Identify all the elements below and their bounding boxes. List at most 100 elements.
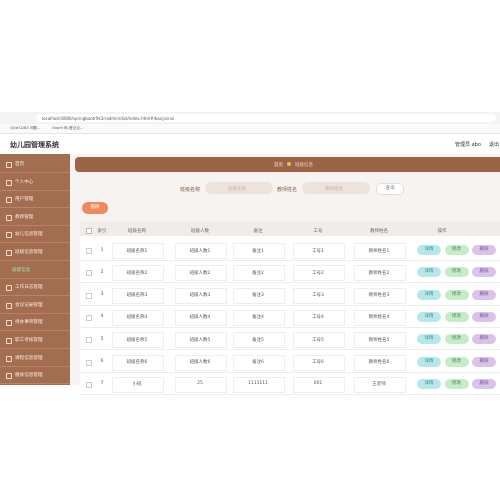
search-button[interactable]: 查询 (376, 183, 404, 195)
placeholder: 班级名称 (228, 186, 246, 192)
search-input[interactable] (205, 182, 273, 194)
cell-box (354, 309, 406, 326)
action-button[interactable]: 删除 (472, 311, 496, 322)
breadcrumb: 班级信息 (295, 162, 313, 168)
cell-box (293, 243, 345, 259)
menu-item[interactable]: 会议记录管理 (15, 302, 43, 308)
placeholder: 教师姓名 (325, 186, 343, 192)
checkbox[interactable] (86, 292, 92, 299)
menu-item[interactable]: 首页 (15, 162, 25, 167)
cell: 25 (197, 381, 203, 387)
action-button[interactable]: 修改 (444, 267, 469, 278)
cell-box (233, 265, 285, 282)
action-button[interactable]: 修改 (444, 356, 469, 367)
action-button[interactable]: 删除 (472, 245, 496, 255)
cell-box (233, 376, 285, 393)
menu-icon (6, 197, 12, 204)
bookmark[interactable]: QQ#CDB3 问题... (10, 125, 41, 130)
cell-box (293, 309, 345, 326)
cell-box (233, 332, 285, 349)
action-button[interactable]: 详情 (417, 334, 441, 345)
checkbox[interactable] (86, 270, 92, 277)
cell: 班级人数1 (189, 248, 211, 254)
action-button[interactable]: 修改 (444, 311, 469, 322)
action-button[interactable]: 详情 (417, 245, 441, 255)
checkbox[interactable] (86, 248, 92, 254)
menu-divider (0, 260, 70, 261)
menu-item[interactable]: 膳食信息管理 (15, 373, 43, 379)
menu-divider (0, 242, 70, 244)
action-button[interactable]: 删除 (472, 267, 496, 278)
checkbox[interactable] (86, 314, 92, 321)
cell: 001 (313, 381, 323, 387)
menu-item[interactable]: 教师管理 (15, 214, 34, 220)
row-divider (80, 371, 500, 373)
cell: 王老师 (372, 382, 386, 388)
checkbox[interactable] (86, 359, 92, 366)
action-button[interactable]: 详情 (417, 311, 441, 322)
menu-item[interactable]: 班级信息 (12, 267, 31, 273)
menu-divider (0, 277, 70, 279)
menu-item[interactable]: 个人中心 (15, 179, 34, 185)
cell: 班级名称4 (126, 315, 148, 321)
checkbox[interactable] (86, 337, 92, 344)
menu-item[interactable]: 待办事项管理 (15, 320, 43, 326)
menu-divider (0, 172, 70, 173)
cell: 6 (100, 359, 104, 364)
app-title: 幼儿园管理系统 (10, 141, 59, 149)
cell-box (112, 287, 164, 304)
breadcrumb[interactable]: 首页 (274, 162, 283, 168)
action-button[interactable]: 详情 (417, 289, 441, 300)
action-button[interactable]: 详情 (417, 378, 441, 389)
cell-box (293, 354, 345, 371)
cell-box (233, 309, 285, 326)
action-button[interactable]: 删除 (472, 289, 496, 300)
action-button[interactable]: 修改 (444, 378, 469, 389)
checkbox[interactable] (86, 228, 92, 234)
bookmark[interactable]: Oauth 码-登记点... (52, 125, 84, 130)
menu-divider (0, 207, 70, 209)
cell-box (354, 376, 406, 393)
cell-box (175, 309, 227, 326)
cell-box (112, 332, 164, 349)
cell: 工号3 (312, 293, 324, 299)
cell-box (175, 376, 227, 393)
menu-item[interactable]: 幼儿信息管理 (15, 232, 43, 238)
action-button[interactable]: 修改 (444, 289, 469, 300)
action-button[interactable]: 详情 (417, 356, 441, 367)
menu-icon (6, 338, 12, 344)
cell: 2 (100, 269, 104, 275)
menu-item[interactable]: 班级信息管理 (15, 250, 43, 255)
search-input[interactable] (302, 182, 370, 194)
action-button[interactable]: 详情 (417, 267, 441, 278)
url-box[interactable] (36, 114, 496, 122)
menu-icon (6, 179, 12, 186)
action-button[interactable]: 删除 (472, 356, 496, 367)
header (0, 134, 500, 154)
sidebar (0, 154, 70, 385)
cell: 4 (100, 314, 104, 320)
cell-box (112, 354, 164, 371)
menu-item[interactable]: 用户管理 (15, 197, 34, 203)
menu-divider (0, 224, 70, 226)
action-button[interactable]: 删除 (472, 334, 496, 345)
menu-item[interactable]: 课程信息管理 (15, 355, 43, 361)
checkbox[interactable] (86, 381, 92, 388)
action-button[interactable]: 修改 (444, 334, 469, 345)
delete-button[interactable]: 删除 (82, 202, 108, 214)
column-header: 班级人数 (191, 228, 209, 234)
action-button[interactable]: 修改 (444, 245, 469, 255)
menu-item[interactable]: 职工考核管理 (15, 338, 43, 343)
user-name: 管理员 abo (455, 142, 481, 148)
cell: 教师姓名5 (368, 337, 390, 343)
cell: 备注1 (252, 248, 264, 254)
action-button[interactable]: 删除 (472, 378, 496, 389)
cell: 备注2 (252, 270, 264, 276)
cell: 教师姓名1 (368, 248, 390, 254)
logout[interactable]: 退出 (489, 142, 500, 148)
cell: 备注4 (252, 315, 264, 321)
menu-item[interactable]: 工作日志管理 (15, 285, 43, 291)
cell: 备注3 (252, 293, 264, 299)
cell: 班级名称3 (126, 293, 148, 299)
